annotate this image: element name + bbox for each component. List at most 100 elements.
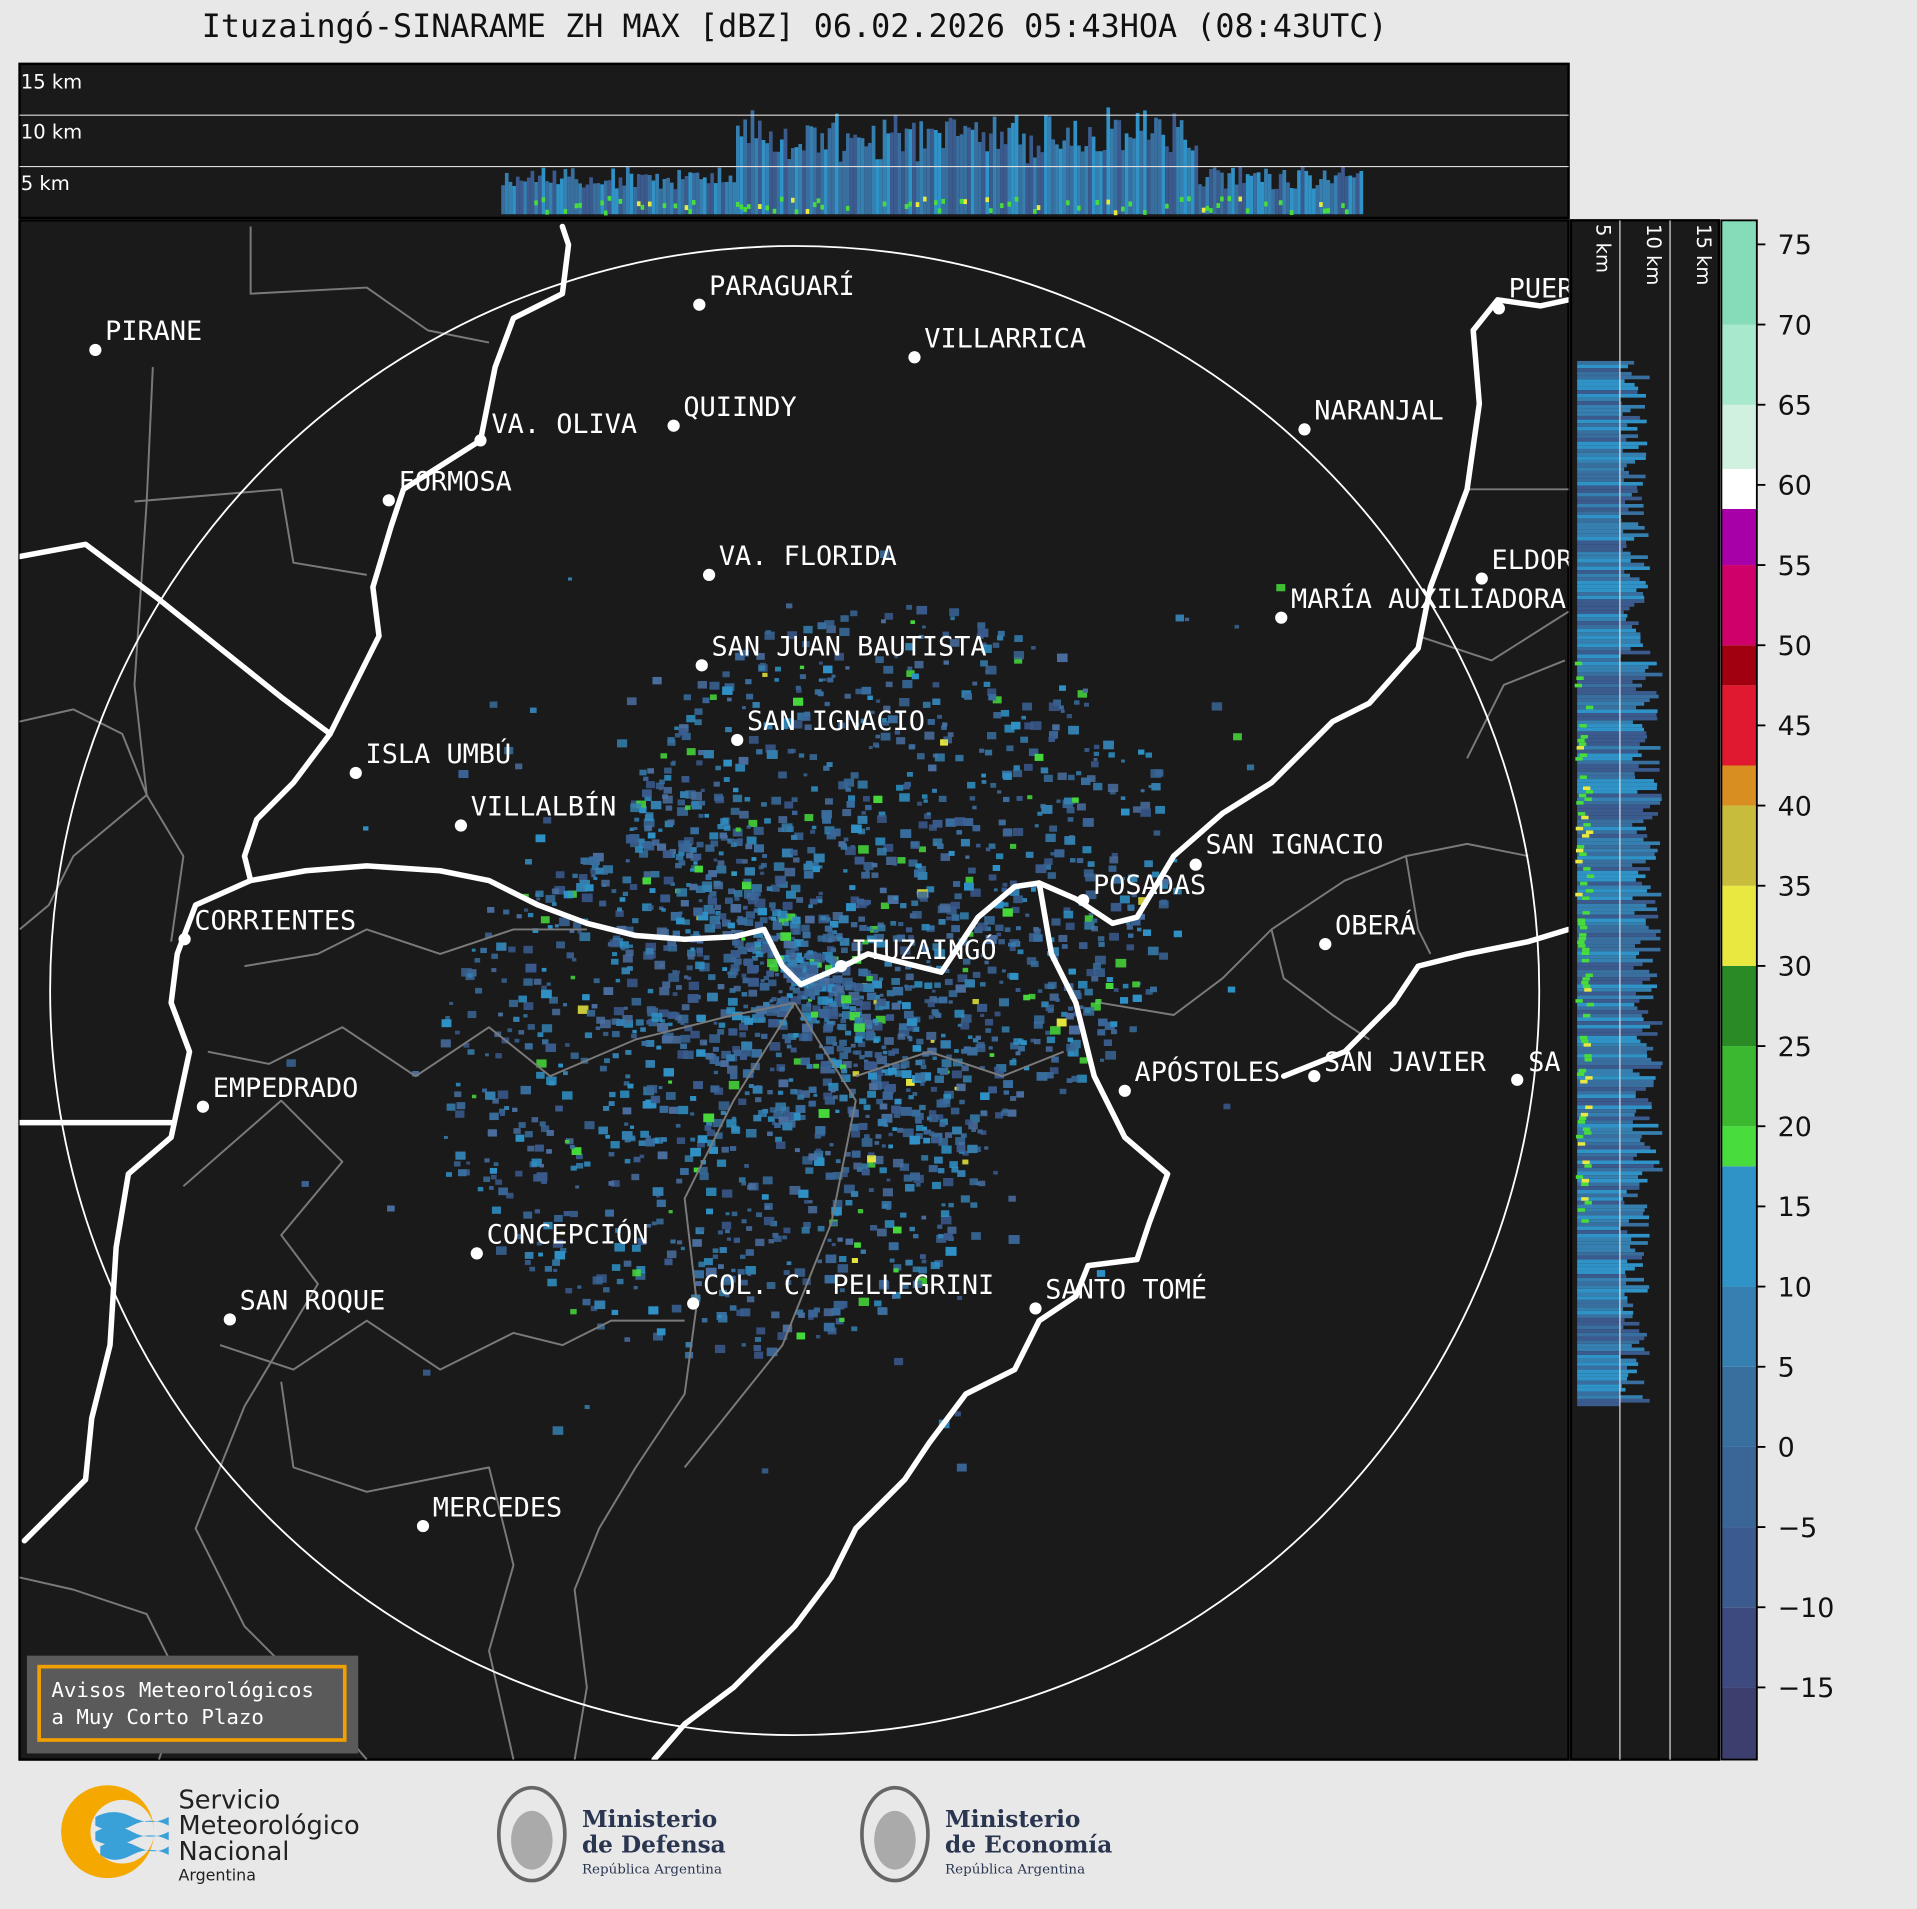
echo bbox=[839, 1052, 849, 1060]
echo bbox=[900, 829, 912, 838]
echo bbox=[722, 686, 733, 695]
echo bbox=[831, 674, 836, 678]
echo bbox=[601, 869, 608, 875]
echo bbox=[1160, 899, 1168, 905]
echo bbox=[940, 739, 948, 746]
echo bbox=[1282, 170, 1287, 215]
echo bbox=[1100, 1058, 1105, 1062]
echo bbox=[1577, 628, 1636, 633]
echo bbox=[871, 1077, 879, 1083]
echo bbox=[780, 932, 792, 941]
echo bbox=[519, 180, 524, 215]
echo bbox=[961, 1133, 967, 1138]
echo bbox=[943, 1093, 951, 1100]
echo bbox=[931, 1136, 940, 1144]
echo bbox=[697, 681, 708, 689]
logo-text: Servicio bbox=[178, 1785, 280, 1815]
echo bbox=[914, 981, 923, 988]
echo bbox=[775, 1141, 786, 1150]
echo bbox=[1577, 1299, 1628, 1304]
echo bbox=[1577, 1057, 1652, 1062]
place-dot bbox=[1298, 423, 1311, 436]
echo bbox=[1577, 470, 1629, 475]
echo bbox=[942, 722, 948, 727]
echo bbox=[706, 1121, 712, 1126]
echo bbox=[793, 918, 798, 922]
echo bbox=[579, 879, 590, 889]
echo bbox=[1147, 946, 1159, 956]
echo bbox=[1095, 200, 1100, 205]
echo bbox=[894, 1357, 904, 1366]
echo bbox=[753, 844, 764, 853]
echo bbox=[524, 1043, 533, 1050]
echo bbox=[699, 179, 703, 215]
echo bbox=[1577, 973, 1658, 978]
echo bbox=[977, 622, 986, 629]
echo bbox=[1095, 151, 1100, 215]
echo bbox=[761, 802, 767, 807]
echo bbox=[1097, 936, 1105, 942]
place-label: CONCEPCIÓN bbox=[487, 1219, 649, 1251]
echo bbox=[1577, 1138, 1641, 1143]
colorbar-segment bbox=[1721, 565, 1757, 646]
echo bbox=[758, 665, 766, 671]
echo bbox=[817, 935, 826, 942]
echo bbox=[833, 959, 839, 964]
echo bbox=[939, 1068, 948, 1075]
echo bbox=[672, 930, 680, 937]
echo bbox=[1577, 738, 1646, 743]
echo bbox=[893, 896, 898, 900]
echo bbox=[1132, 994, 1142, 1002]
echo bbox=[643, 776, 649, 781]
echo bbox=[912, 1092, 918, 1096]
echo bbox=[784, 867, 796, 877]
echo bbox=[1584, 988, 1592, 992]
echo bbox=[1010, 1042, 1019, 1050]
echo bbox=[892, 1292, 901, 1299]
echo bbox=[1577, 536, 1635, 541]
echo bbox=[813, 1093, 818, 1097]
echo bbox=[554, 885, 566, 895]
echo bbox=[918, 821, 928, 829]
echo bbox=[670, 911, 682, 921]
echo bbox=[881, 619, 886, 624]
echo bbox=[693, 861, 698, 865]
echo bbox=[826, 1021, 834, 1027]
echo bbox=[1576, 1072, 1585, 1077]
echo bbox=[732, 1046, 741, 1053]
echo bbox=[855, 983, 865, 991]
echo bbox=[930, 1039, 935, 1043]
echo bbox=[1289, 188, 1294, 215]
echo bbox=[1577, 812, 1586, 816]
echo bbox=[723, 825, 731, 831]
echo bbox=[610, 1141, 620, 1149]
echo bbox=[709, 1034, 721, 1043]
echo bbox=[824, 1096, 836, 1105]
echo bbox=[1113, 988, 1119, 992]
echo bbox=[761, 1194, 769, 1200]
echo bbox=[1024, 1066, 1030, 1071]
echo bbox=[661, 1137, 667, 1142]
echo bbox=[1344, 209, 1349, 215]
echo bbox=[1577, 804, 1650, 809]
echo bbox=[860, 1001, 871, 1010]
echo bbox=[483, 1176, 491, 1183]
echo bbox=[1577, 584, 1648, 589]
notice-box[interactable] bbox=[26, 1655, 359, 1754]
place-dot bbox=[1275, 611, 1288, 624]
echo bbox=[984, 1018, 994, 1026]
echo bbox=[630, 803, 642, 813]
echo bbox=[543, 1221, 553, 1230]
echo bbox=[739, 204, 744, 210]
echo bbox=[1575, 1175, 1584, 1179]
echo bbox=[798, 753, 805, 758]
echo bbox=[1063, 910, 1074, 919]
echo bbox=[1577, 441, 1648, 446]
echo bbox=[1577, 1054, 1648, 1058]
echo bbox=[927, 1047, 937, 1056]
echo bbox=[491, 968, 497, 973]
echo bbox=[751, 857, 757, 861]
echo bbox=[650, 800, 662, 810]
echo bbox=[851, 1130, 861, 1138]
echo bbox=[1577, 467, 1625, 471]
